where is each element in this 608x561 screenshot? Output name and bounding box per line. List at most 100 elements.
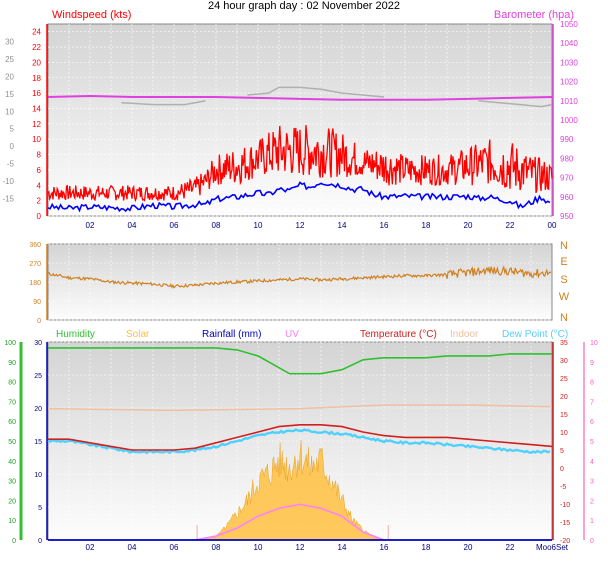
- rainfall-axis-tick-label: 25: [34, 373, 42, 380]
- uv-axis-tick-label: 3: [590, 479, 594, 486]
- barometer-previous-day-line: [247, 86, 385, 98]
- wind-outer-axis-tick-label: -10: [2, 177, 14, 186]
- windspeed-axis-tick-label: 2: [37, 197, 42, 206]
- wind-outer-axis-tick-label: 25: [5, 55, 14, 64]
- graph-title: 24 hour graph day : 02 November 2022: [208, 0, 400, 12]
- windspeed-axis-tick-label: 0: [37, 212, 42, 221]
- compass-label: W: [559, 291, 570, 303]
- wind-outer-axis-tick-label: 10: [5, 107, 14, 116]
- direction-axis-tick-label: 0: [37, 318, 41, 325]
- uv-axis-tick-label: 6: [590, 419, 594, 426]
- temp-panel-x-tick-label: 02: [86, 543, 95, 552]
- wind-direction-line: [47, 265, 552, 289]
- barometer-axis-tick-label: 980: [560, 154, 574, 163]
- temperature-axis-tick-label: -20: [560, 538, 570, 545]
- barometer-axis-tick-label: 960: [560, 193, 574, 202]
- compass-label: N: [560, 240, 568, 252]
- barometer-axis-title: Barometer (hpa): [494, 9, 574, 21]
- humidity-axis-tick-label: 90: [8, 360, 16, 367]
- temperature-axis-tick-label: 0: [560, 466, 564, 473]
- windspeed-line: [47, 125, 553, 203]
- uv-axis-tick-label: 7: [590, 399, 594, 406]
- barometer-axis-tick-label: 1030: [560, 58, 578, 67]
- wind-outer-axis-tick-label: 0: [10, 142, 15, 151]
- legend-label: Dew Point (°C): [502, 329, 568, 340]
- windspeed-axis-tick-label: 22: [32, 43, 41, 52]
- wind-panel-x-tick-label: 12: [296, 221, 305, 230]
- rainfall-axis-tick-label: 0: [38, 538, 42, 545]
- legend-label: Rainfall (mm): [202, 329, 261, 340]
- temperature-axis-tick-label: 25: [560, 376, 568, 383]
- temp-panel-x-tick-label: 10: [254, 543, 263, 552]
- barometer-axis-tick-label: 1050: [560, 20, 578, 29]
- temp-panel-x-tick-label: 12: [296, 543, 305, 552]
- temp-panel-x-tick-label: 04: [128, 543, 137, 552]
- humidity-axis-tick-label: 60: [8, 419, 16, 426]
- barometer-axis-tick-label: 950: [560, 212, 574, 221]
- humidity-axis-tick-label: 40: [8, 459, 16, 466]
- barometer-axis-tick-label: 1010: [560, 97, 578, 106]
- wind-panel-x-tick-label: 10: [254, 221, 263, 230]
- rainfall-axis-tick-label: 30: [34, 340, 42, 347]
- direction-axis-tick-label: 90: [33, 299, 41, 306]
- rainfall-axis-tick-label: 5: [38, 505, 42, 512]
- humidity-axis-tick-label: 0: [12, 538, 16, 545]
- wind-outer-axis-tick-label: 30: [5, 37, 14, 46]
- humidity-axis-tick-label: 80: [8, 380, 16, 387]
- temperature-axis-tick-label: 5: [560, 448, 564, 455]
- direction-axis-tick-label: 360: [29, 242, 41, 249]
- temperature-axis-tick-label: -10: [560, 502, 570, 509]
- uv-axis-tick-label: 4: [590, 459, 594, 466]
- rainfall-axis-tick-label: 10: [34, 472, 42, 479]
- barometer-previous-day-line: [121, 100, 206, 106]
- barometer-axis-tick-label: 970: [560, 174, 574, 183]
- uv-axis-tick-label: 1: [590, 518, 594, 525]
- barometer-axis-tick-label: 1000: [560, 116, 578, 125]
- barometer-previous-day-line: [478, 100, 553, 108]
- wind-panel-x-tick-label: 06: [170, 221, 179, 230]
- barometer-axis-tick-label: 1020: [560, 78, 578, 87]
- temperature-axis-tick-label: 30: [560, 358, 568, 365]
- temp-panel-x-tick-label: 20: [464, 543, 473, 552]
- humidity-axis-tick-label: 20: [8, 498, 16, 505]
- indoor-line: [47, 404, 553, 412]
- temp-panel-x-tick-label: 22: [506, 543, 515, 552]
- legend-label: Temperature (°C): [360, 329, 437, 340]
- barometer-line: [47, 94, 553, 101]
- wind-panel-x-tick-label: 00: [548, 221, 557, 230]
- wind-outer-axis-tick-label: 15: [5, 90, 14, 99]
- wind-panel-x-tick-label: 02: [86, 221, 95, 230]
- temperature-axis-tick-label: 15: [560, 412, 568, 419]
- temperature-axis-tick-label: 10: [560, 430, 568, 437]
- compass-label: N: [560, 312, 568, 324]
- wind-panel-x-tick-label: 18: [422, 221, 431, 230]
- humidity-axis-tick-label: 100: [4, 340, 16, 347]
- humidity-line: [48, 347, 552, 375]
- wind-panel-x-tick-label: 16: [380, 221, 389, 230]
- temp-panel-x-tick-label: 18: [422, 543, 431, 552]
- windspeed-axis-tick-label: 14: [32, 104, 41, 113]
- wind-outer-axis-tick-label: 5: [10, 125, 15, 134]
- uv-axis-tick-label: 5: [590, 439, 594, 446]
- direction-axis-tick-label: 180: [29, 280, 41, 287]
- wind-panel-x-tick-label: 20: [464, 221, 473, 230]
- humidity-axis-tick-label: 50: [8, 439, 16, 446]
- wind-outer-axis-tick-label: 20: [5, 72, 14, 81]
- temperature-axis-tick-label: 20: [560, 394, 568, 401]
- windspeed-axis-tick-label: 4: [37, 181, 42, 190]
- wind-outer-axis-tick-label: -5: [7, 160, 15, 169]
- windspeed-axis-tick-label: 6: [37, 166, 42, 175]
- temperature-axis-tick-label: 35: [560, 340, 568, 347]
- uv-axis-tick-label: 2: [590, 498, 594, 505]
- humidity-axis-tick-label: 10: [8, 518, 16, 525]
- uv-axis-tick-label: 10: [590, 340, 598, 347]
- legend-label: Solar: [126, 329, 150, 340]
- uv-axis-tick-label: 0: [590, 538, 594, 545]
- temperature-axis-tick-label: -5: [560, 484, 566, 491]
- legend-label: Humidity: [56, 329, 95, 340]
- windspeed-axis-tick-label: 20: [32, 58, 41, 67]
- wind-panel-x-tick-label: 14: [338, 221, 347, 230]
- windspeed-axis-tick-label: 12: [32, 120, 41, 129]
- legend-label: UV: [285, 329, 299, 340]
- barometer-axis-tick-label: 1040: [560, 39, 578, 48]
